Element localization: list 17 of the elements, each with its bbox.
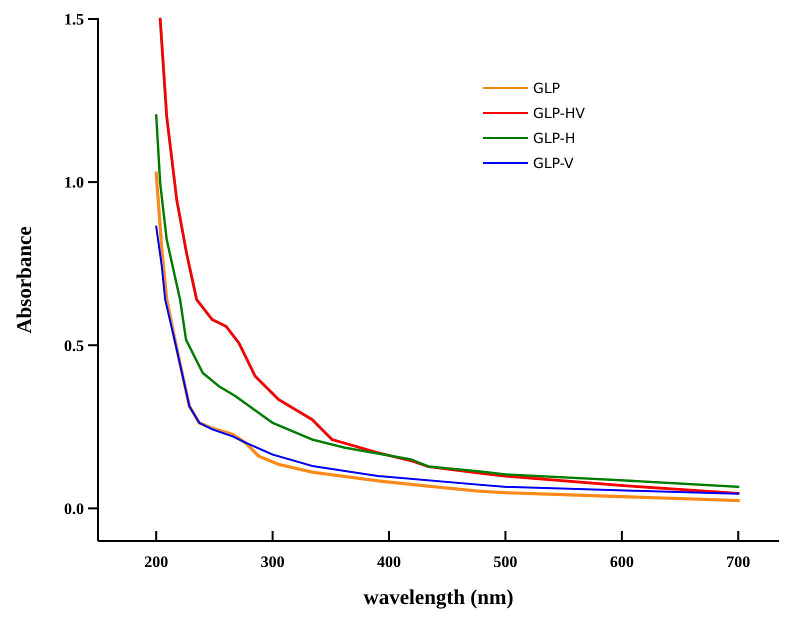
y-tick-label: 0.0 xyxy=(64,500,84,518)
y-tick-label: 1.0 xyxy=(64,174,84,192)
x-tick-label: 600 xyxy=(610,554,634,571)
x-axis-title: wavelength (nm) xyxy=(364,585,514,609)
legend-label: GLP-HV xyxy=(533,106,586,122)
y-axis-title: Absorbance xyxy=(12,226,36,334)
x-tick-label: 300 xyxy=(260,554,285,571)
y-tick-label: 0.5 xyxy=(64,338,84,355)
x-tick-label: 400 xyxy=(377,554,402,571)
x-tick-label: 500 xyxy=(493,554,518,571)
x-tick-label: 700 xyxy=(726,554,750,571)
legend-label: GLP-H xyxy=(533,130,576,147)
line-series xyxy=(155,225,740,495)
legend-label: GLP-V xyxy=(533,156,574,172)
y-tick-label: 1.5 xyxy=(64,12,84,29)
x-tick-label: 200 xyxy=(144,554,168,571)
legend-label: GLP xyxy=(533,80,560,97)
